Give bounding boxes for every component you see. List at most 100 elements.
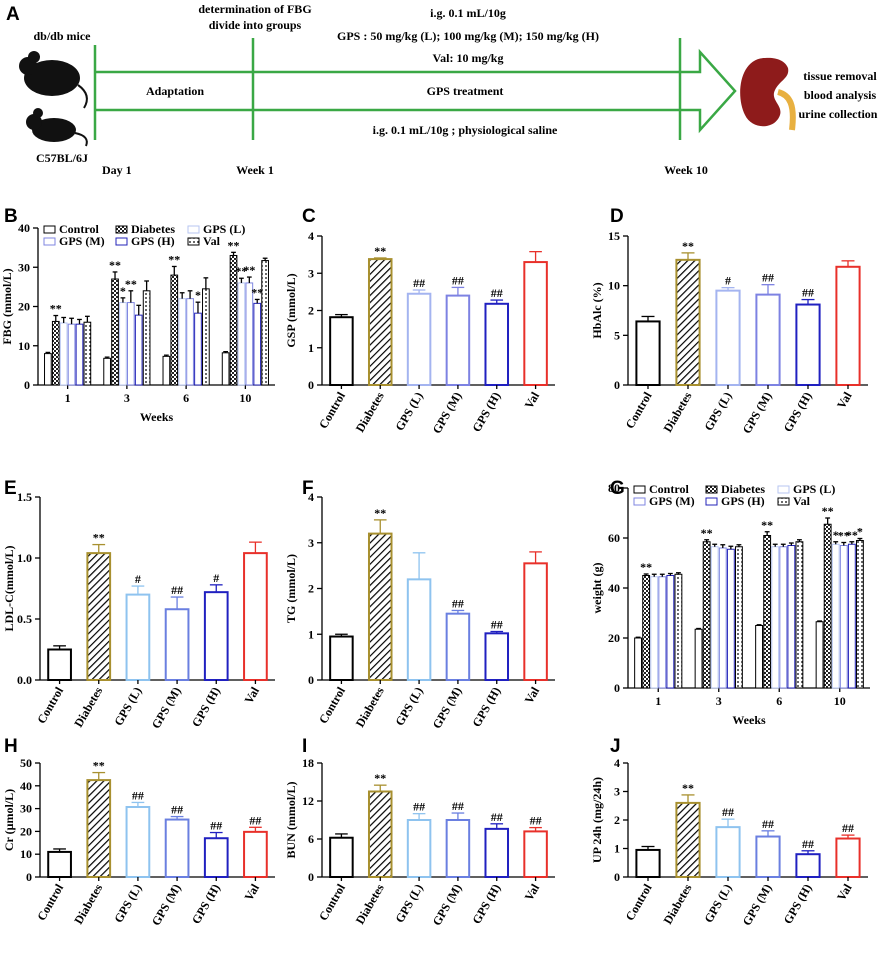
y-tick-label: 40 bbox=[20, 779, 32, 793]
significance-label: ## bbox=[132, 788, 144, 802]
significance-label: ## bbox=[171, 583, 183, 597]
bar bbox=[221, 352, 230, 386]
x-tick-label: Val bbox=[834, 881, 855, 903]
bar bbox=[253, 302, 262, 386]
y-tick-label: 40 bbox=[18, 221, 30, 235]
bar bbox=[125, 593, 151, 681]
bar bbox=[406, 292, 432, 386]
phase: Adaptation bbox=[146, 84, 204, 98]
bar bbox=[47, 648, 72, 681]
legend-label: GPS (M) bbox=[649, 494, 695, 508]
bar bbox=[734, 546, 743, 689]
x-tick-label: Val bbox=[241, 684, 262, 706]
x-tick-label: Val bbox=[241, 881, 262, 903]
schematic: A db/db mice C57BL/6J Day 1 Week 1 Week … bbox=[6, 2, 878, 177]
bar bbox=[202, 288, 210, 386]
timeline-arrow bbox=[93, 38, 737, 140]
x-tick-label: Diabetes bbox=[660, 881, 694, 926]
y-tick-label: 0 bbox=[614, 870, 620, 884]
bar bbox=[726, 548, 735, 689]
x-axis-label: Weeks bbox=[140, 410, 174, 424]
significance-label: # bbox=[135, 572, 141, 586]
x-tick-label: GPS (M) bbox=[149, 881, 184, 928]
significance-label: ** bbox=[838, 529, 850, 543]
bar bbox=[329, 316, 354, 386]
bar bbox=[367, 258, 393, 386]
kidney-icon bbox=[740, 57, 796, 131]
y-axis-label: HbAlc (%) bbox=[590, 282, 604, 338]
note: i.g. 0.1 mL/10g ; physiological saline bbox=[373, 123, 558, 137]
bar bbox=[634, 637, 643, 689]
bar bbox=[835, 265, 861, 386]
significance-label: ## bbox=[452, 273, 464, 287]
bar bbox=[164, 818, 190, 879]
bar bbox=[243, 552, 268, 681]
phase: GPS treatment bbox=[427, 84, 504, 98]
x-tick-label: 3 bbox=[124, 391, 130, 405]
bar bbox=[718, 547, 727, 689]
bar bbox=[75, 323, 84, 386]
y-axis-label: BUN (mmol/L) bbox=[284, 782, 298, 859]
y-tick-label: 15 bbox=[608, 229, 620, 243]
y-tick-label: 0 bbox=[308, 673, 314, 687]
significance-label: ** bbox=[243, 263, 255, 277]
significance-label: ## bbox=[491, 286, 503, 300]
significance-label: ## bbox=[802, 837, 814, 851]
significance-label: ## bbox=[762, 271, 774, 285]
x-tick-label: GPS (L) bbox=[111, 685, 144, 729]
y-axis-label: weight (g) bbox=[590, 563, 604, 614]
bar bbox=[835, 837, 861, 879]
endpoint: tissue removal bbox=[803, 69, 877, 83]
timepoint: Week 10 bbox=[664, 163, 708, 177]
significance-label: ** bbox=[640, 560, 652, 574]
bar bbox=[103, 357, 111, 386]
panel-label: J bbox=[610, 736, 621, 757]
panel-label: B bbox=[4, 206, 18, 227]
note: Val: 10 mg/kg bbox=[433, 51, 504, 65]
x-tick-label: GPS (M) bbox=[430, 881, 465, 928]
bar bbox=[831, 543, 840, 689]
legend-label: GPS (L) bbox=[203, 222, 245, 236]
y-tick-label: 20 bbox=[18, 300, 30, 314]
significance-label: ## bbox=[491, 618, 503, 632]
bar bbox=[523, 261, 548, 387]
x-tick-label: Val bbox=[522, 684, 543, 706]
bar bbox=[126, 302, 135, 386]
bar bbox=[635, 848, 661, 878]
bar bbox=[406, 578, 432, 681]
panel-label: F bbox=[302, 478, 314, 499]
bar bbox=[86, 779, 112, 878]
bar bbox=[203, 837, 229, 878]
y-tick-label: 10 bbox=[20, 847, 32, 861]
y-tick-label: 40 bbox=[608, 581, 620, 595]
x-tick-label: GPS (H) bbox=[189, 882, 223, 927]
x-tick-label: Control bbox=[34, 881, 66, 923]
bar bbox=[763, 535, 772, 689]
legend-label: GPS (M) bbox=[59, 234, 105, 248]
x-tick-label: Control bbox=[316, 881, 348, 923]
x-tick-label: 1 bbox=[655, 694, 661, 708]
bar bbox=[815, 621, 824, 689]
significance-label: * bbox=[120, 284, 126, 298]
legend-swatch bbox=[43, 237, 56, 246]
legend-swatch bbox=[187, 237, 200, 246]
bar bbox=[367, 532, 393, 681]
x-tick-label: GPS (M) bbox=[430, 389, 465, 436]
significance-label: ** bbox=[761, 518, 773, 532]
bar bbox=[666, 575, 675, 689]
bar bbox=[329, 635, 354, 681]
significance-label: * bbox=[857, 525, 863, 539]
significance-label: ** bbox=[228, 238, 240, 252]
significance-label: ## bbox=[452, 799, 464, 813]
bar bbox=[795, 853, 821, 879]
legend-swatch bbox=[115, 225, 128, 234]
y-tick-label: 2 bbox=[308, 304, 314, 318]
y-tick-label: 5 bbox=[614, 328, 620, 342]
chart: H 0 10 20 30 40 50 Cr (μmol/L) Control ** Diabetes… bbox=[2, 736, 275, 928]
x-tick-label: GPS (L) bbox=[701, 390, 734, 434]
y-tick-label: 4 bbox=[614, 756, 620, 770]
significance-label: ## bbox=[530, 814, 542, 828]
legend-swatch bbox=[115, 237, 128, 246]
bar bbox=[755, 293, 781, 386]
bar bbox=[642, 575, 651, 689]
